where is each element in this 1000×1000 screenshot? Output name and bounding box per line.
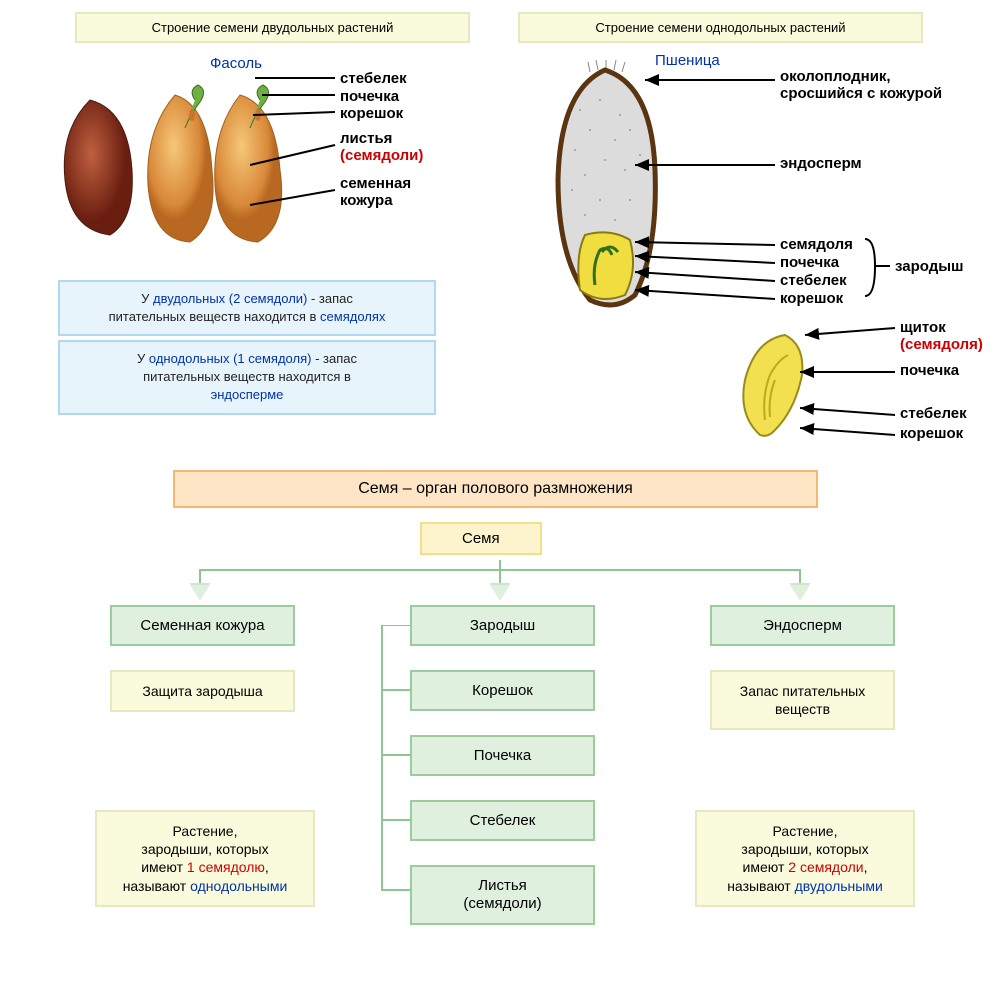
branch-1: Зародыш — [410, 605, 595, 646]
wheat-label-root: корешок — [780, 290, 843, 307]
wheat-label-pericarp: околоплодник,сросшийся с кожурой — [780, 68, 942, 102]
arrow-down-icon — [790, 585, 810, 601]
bean-label-root: корешок — [340, 105, 403, 122]
detail-bud: почечка — [900, 362, 959, 379]
bean-label-coat: семеннаякожура — [340, 175, 411, 209]
banner: Семя – орган полового размножения — [173, 470, 818, 508]
wheat-label-endosperm: эндосперм — [780, 155, 862, 172]
child-1: Почечка — [410, 735, 595, 776]
tree-root: Семя — [420, 522, 542, 555]
embryo-label: зародыш — [895, 258, 964, 275]
tree-fanout — [140, 555, 860, 610]
bean-label-leaf: листья (семядоли) — [340, 130, 423, 164]
detail-root: корешок — [900, 425, 963, 442]
arrow-down-icon — [490, 585, 510, 601]
wheat-lines — [635, 60, 780, 320]
bean-label-bud: почечка — [340, 88, 399, 105]
branch-2: Эндосперм — [710, 605, 895, 646]
branch-0: Семенная кожура — [110, 605, 295, 646]
info-box-dicot: У двудольных (2 семядоли) - запас питате… — [58, 280, 436, 336]
child-3: Листья(семядоли) — [410, 865, 595, 925]
info-box-monocot: У однодольных (1 семядоля) - запас питат… — [58, 340, 436, 415]
branch-2-desc: Запас питательных веществ — [710, 670, 895, 730]
header-monocot: Строение семени однодольных растений — [518, 12, 923, 43]
child-connector — [372, 625, 412, 925]
detail-stem: стебелек — [900, 405, 967, 422]
bean-label-stem: стебелек — [340, 70, 407, 87]
header-dicot: Строение семени двудольных растений — [75, 12, 470, 43]
wheat-label-cotyledon: семядоля — [780, 236, 853, 253]
di-note: Растение, зародыши, которых имеют 2 семя… — [695, 810, 915, 907]
arrow-down-icon — [190, 585, 210, 601]
detail-shield: щиток (семядоля) — [900, 319, 983, 353]
child-2: Стебелек — [410, 800, 595, 841]
child-0: Корешок — [410, 670, 595, 711]
wheat-label-stem: стебелек — [780, 272, 847, 289]
mono-note: Растение, зародыши, которых имеют 1 семя… — [95, 810, 315, 907]
branch-0-desc: Защита зародыша — [110, 670, 295, 712]
wheat-label-bud: почечка — [780, 254, 839, 271]
embryo-detail-arrows — [800, 320, 900, 460]
bean-lines — [250, 70, 340, 250]
